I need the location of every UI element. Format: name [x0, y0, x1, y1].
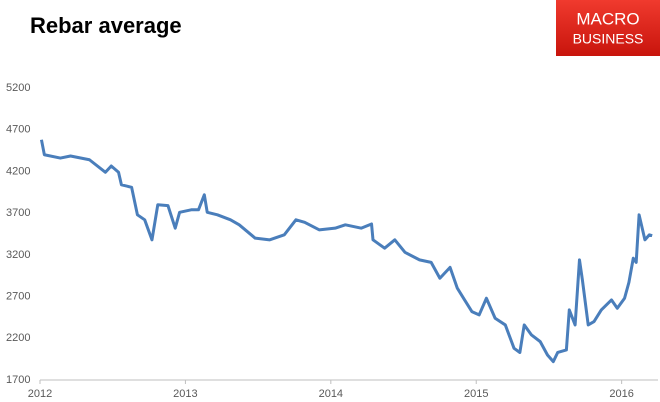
x-tick-label: 2012	[28, 388, 52, 400]
y-tick-label: 2700	[6, 290, 30, 302]
x-tick-label: 2016	[609, 388, 633, 400]
chart-title: Rebar average	[30, 13, 182, 38]
logo-box	[556, 0, 660, 56]
logo-text: BUSINESS	[573, 31, 644, 47]
y-tick-label: 2200	[6, 332, 30, 344]
y-tick-label: 5200	[6, 82, 30, 94]
y-tick-label: 3700	[6, 207, 30, 219]
x-tick-label: 2013	[173, 388, 197, 400]
x-tick-label: 2015	[464, 388, 488, 400]
x-tick-label: 2014	[319, 388, 343, 400]
logo-text: MACRO	[576, 9, 639, 28]
line	[39, 139, 653, 364]
y-tick-label: 4700	[6, 124, 30, 136]
y-tick-label: 3200	[6, 249, 30, 261]
y-tick-label: 1700	[6, 374, 30, 386]
y-tick-label: 4200	[6, 165, 30, 177]
